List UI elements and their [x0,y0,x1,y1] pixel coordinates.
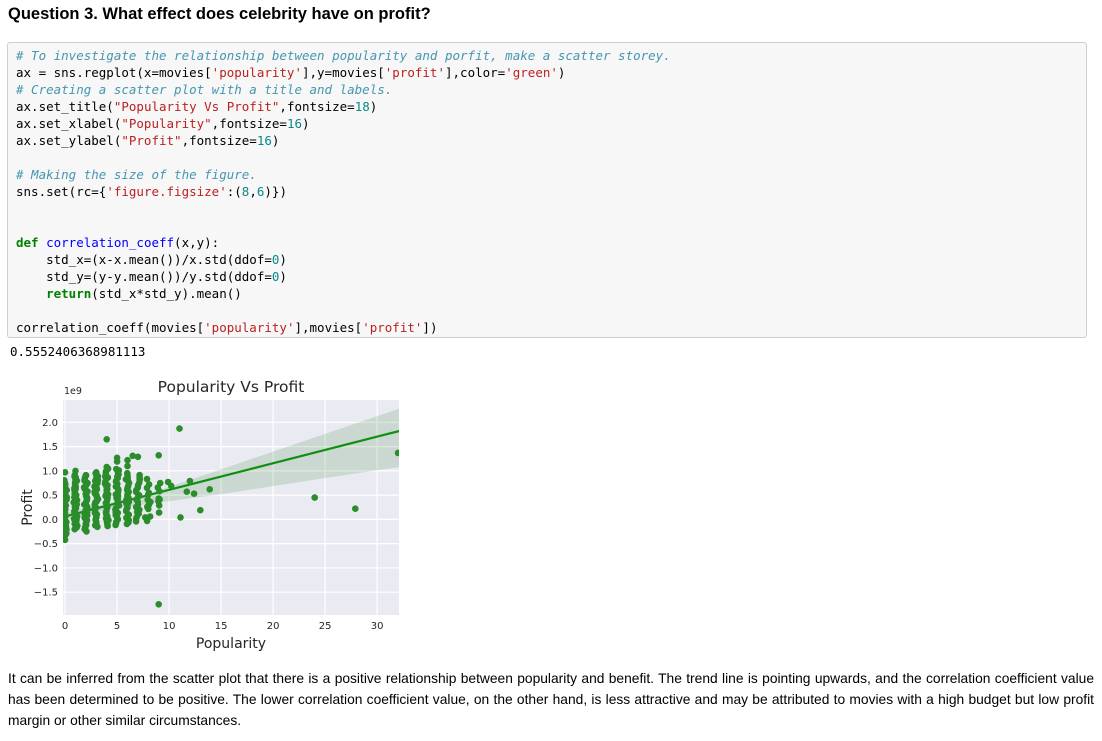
data-point [63,536,69,544]
data-point [113,465,120,473]
data-point [155,452,162,459]
data-point [167,482,175,490]
data-point [141,514,149,521]
code-line: # Making the size of the figure. [16,167,257,182]
data-point [134,453,142,461]
code-line: correlation_coeff(movies['popularity'],m… [16,320,438,335]
data-point [124,456,131,464]
scatter-plot-svg: 0 5 10 15 20 25 30 −1.5 −1.0 −0.5 0.0 0.5 1.0 1.5 2.0 1… [20,378,399,652]
code-line [16,149,1078,166]
data-point [190,490,198,497]
data-point [183,488,191,495]
data-point [146,513,154,520]
x-tick-label: 30 [371,621,384,632]
x-tick-label: 5 [114,621,120,632]
data-point [155,495,162,502]
code-cell[interactable]: # To investigate the relationship betwee… [7,42,1087,338]
execution-output: 0.5552406368981113 [10,344,146,359]
data-point [72,467,79,475]
y-tick-label: −0.5 [34,539,58,550]
data-point [147,498,154,506]
code-line: return(std_x*std_y).mean() [46,286,242,301]
code-line [16,302,1078,319]
code-line: # Creating a scatter plot with a title a… [16,82,393,97]
data-point [82,471,90,479]
data-point [197,506,204,514]
y-offset-text: 1e9 [64,386,82,397]
y-tick-label: 0.0 [42,515,58,526]
chart-title: Popularity Vs Profit [158,378,305,396]
data-point [63,469,69,476]
data-point [63,477,68,484]
analysis-text: It can be inferred from the scatter plot… [8,671,1094,728]
code-line: ax.set_xlabel("Popularity",fontsize=16) [16,116,310,131]
data-point [103,463,110,471]
data-point [143,475,151,483]
scatter-plot-figure: 0 5 10 15 20 25 30 −1.5 −1.0 −0.5 0.0 0.5 1.0 1.5 2.0 1… [20,372,445,660]
data-point [145,481,153,488]
data-point [155,601,162,608]
code-line: ax.set_ylabel("Profit",fontsize=16) [16,133,280,148]
x-tick-label: 20 [267,621,280,632]
data-point [176,425,183,432]
data-point [124,469,131,477]
x-tick-label: 0 [62,621,68,632]
data-point [145,489,153,497]
y-tick-label: 1.0 [42,466,58,477]
code-line [16,200,1078,217]
data-point [394,449,399,457]
data-point [129,452,136,460]
x-tick-label: 15 [215,621,228,632]
y-tick-label: 1.5 [42,442,58,453]
x-tick-label: 25 [319,621,332,632]
data-point [113,458,121,465]
data-point [155,509,163,516]
data-point [206,486,213,493]
data-point [103,436,110,443]
code-line: ax = sns.regplot(x=movies['popularity'],… [16,65,566,80]
code-line: ax.set_title("Popularity Vs Profit",font… [16,99,378,114]
x-tick-label: 10 [163,621,176,632]
code-line: def correlation_coeff(x,y): [16,235,220,250]
data-point [124,462,131,470]
y-tick-label: 2.0 [42,418,58,429]
code-line: sns.set(rc={'figure.figsize':(8,6)}) [16,184,287,199]
code-line: std_x=(x-x.mean())/x.std(ddof=0) [16,252,287,267]
data-point [156,479,164,487]
x-axis-label: Popularity [196,636,266,652]
data-point [186,477,194,485]
data-point [311,494,319,501]
code-pre: # To investigate the relationship betwee… [8,43,1086,337]
code-line: std_y=(y-y.mean())/y.std(ddof=0) [16,269,287,284]
y-tick-label: −1.0 [34,563,58,574]
y-tick-label: 0.5 [42,491,58,502]
scatter-points [63,425,399,608]
y-tick-label: −1.5 [34,588,58,599]
code-line: # To investigate the relationship betwee… [16,48,671,63]
code-line [16,217,1078,234]
data-point [352,505,359,512]
question-heading: Question 3. What effect does celebrity h… [8,5,431,23]
data-point [177,514,184,521]
data-point [136,471,143,479]
data-point [93,469,100,476]
y-axis-label: Profit [20,489,36,526]
data-point [144,503,151,511]
